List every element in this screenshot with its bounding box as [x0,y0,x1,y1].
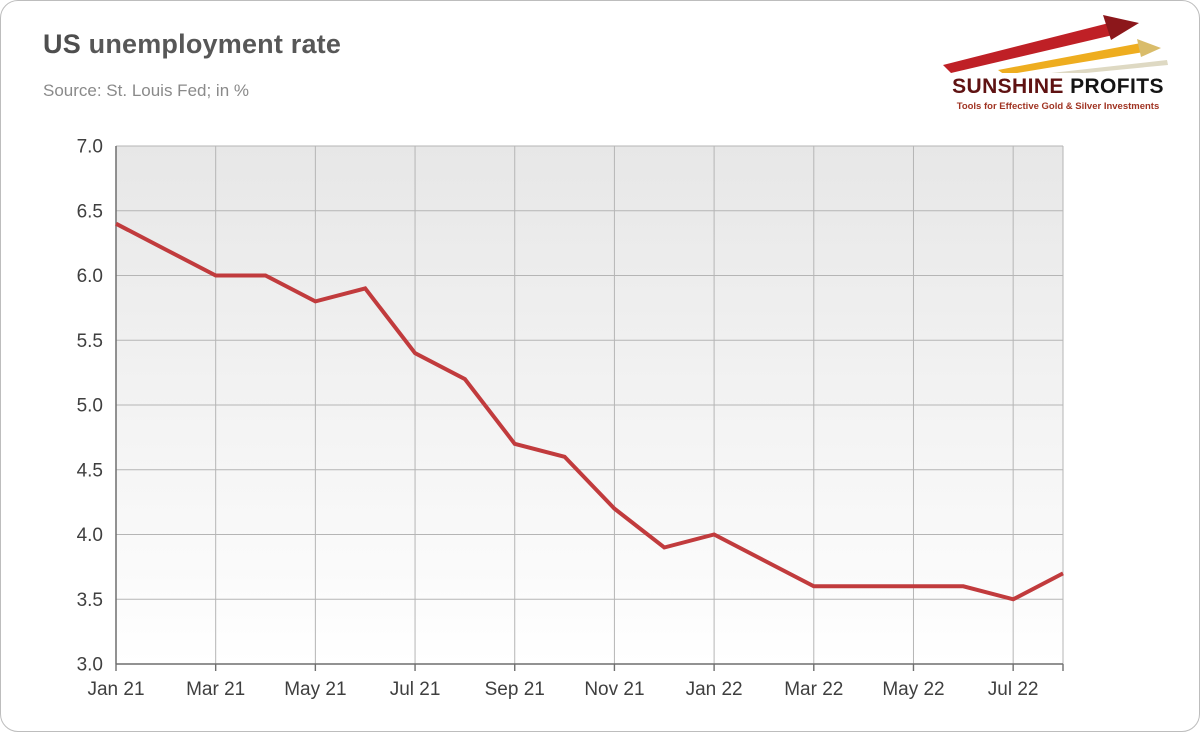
unemployment-series-line [115,221,1064,602]
page-title: US unemployment rate [43,29,341,60]
y-axis-label: 5.0 [77,396,103,417]
logo-name: SUNSHINE PROFITS [933,75,1183,99]
y-axis-label: 4.0 [77,525,103,546]
y-axis-label: 5.5 [77,331,103,352]
x-axis-label: Nov 21 [584,679,644,700]
logo-name-primary: SUNSHINE [952,75,1064,98]
x-axis-label: May 22 [882,679,944,700]
logo-tagline: Tools for Effective Gold & Silver Invest… [956,101,1160,112]
logo-name-secondary: PROFITS [1063,75,1164,98]
x-axis-label: Mar 21 [186,679,245,700]
title-rest-part: unemployment rate [80,29,342,59]
x-axis-label: Sep 21 [485,679,545,700]
x-axis-label: Jan 22 [686,679,743,700]
y-axis-label: 6.5 [77,201,103,222]
x-axis-label: Jul 22 [988,679,1039,700]
x-axis-label: Jul 21 [390,679,441,700]
source-note: Source: St. Louis Fed; in % [43,81,249,100]
y-axis-label: 4.5 [77,460,103,481]
logo: SUNSHINE PROFITS Tools for Effective Gol… [933,13,1183,112]
y-axis-label: 6.0 [77,266,103,287]
logo-arrow-icon [943,15,1168,73]
x-axis-label: Mar 22 [784,679,843,700]
y-axis-label: 3.5 [77,590,103,611]
title-bold-part: US [43,29,81,59]
y-axis-label: 3.0 [77,655,103,676]
y-axis-label: 7.0 [77,137,103,158]
x-axis-label: May 21 [284,679,346,700]
x-axis-label: Jan 21 [87,679,144,700]
